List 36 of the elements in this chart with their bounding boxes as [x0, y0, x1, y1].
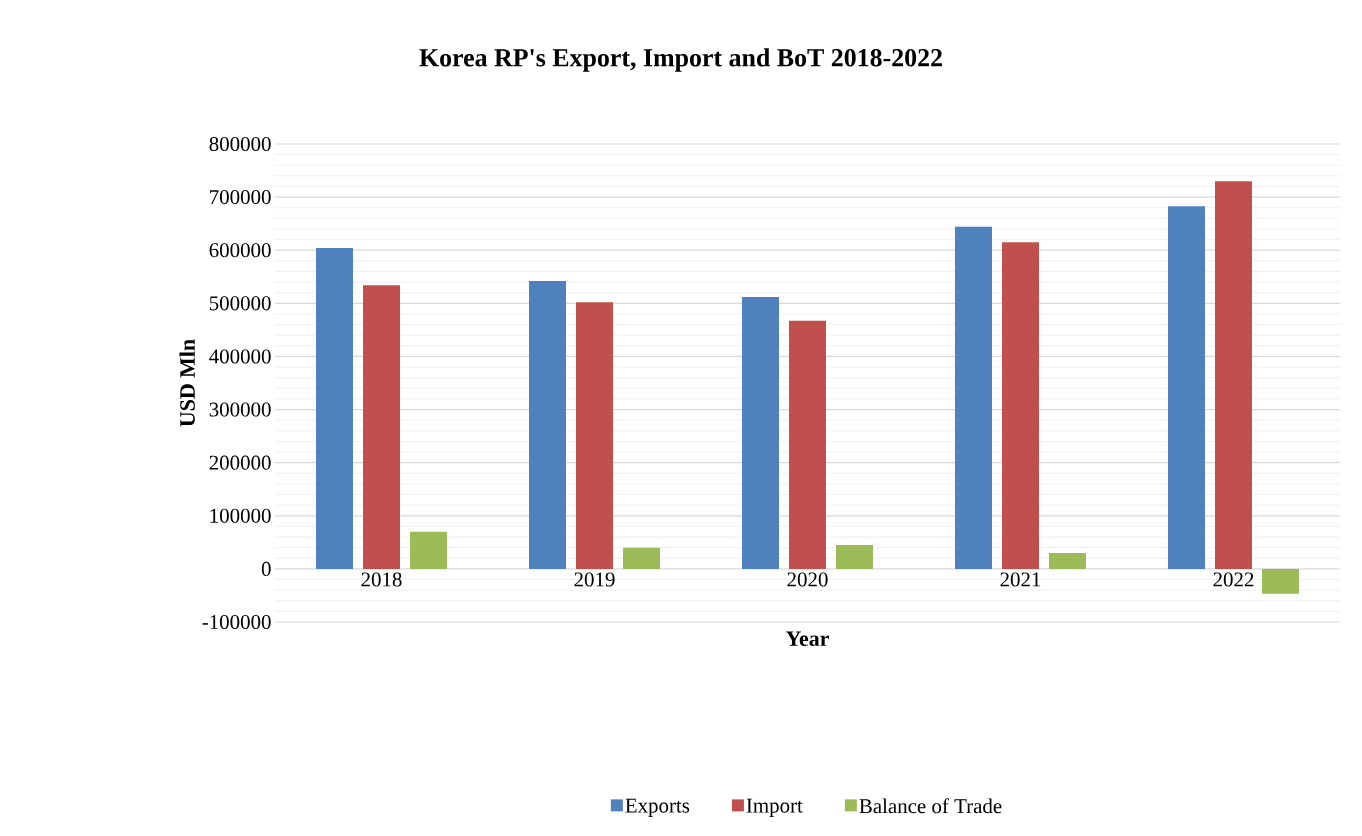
x-axis-title: Year — [785, 631, 829, 647]
bar — [1214, 181, 1252, 569]
legend-label: Balance of Trade — [859, 798, 1002, 814]
bar — [835, 544, 873, 569]
bar — [575, 302, 613, 569]
legend-label: Import — [746, 798, 803, 817]
y-tick-label: 300000 — [209, 402, 271, 417]
x-tick-label: 2020 — [787, 572, 828, 587]
y-tick-label: 700000 — [210, 190, 271, 205]
legend-label: Exports — [625, 798, 690, 817]
bar — [1167, 206, 1205, 569]
y-tick-label: 200000 — [209, 455, 271, 470]
bar — [1001, 242, 1039, 569]
bar — [1048, 552, 1086, 569]
bar — [623, 547, 660, 569]
y-axis-title: USD Mln — [179, 339, 195, 427]
bar — [788, 320, 826, 569]
bar — [741, 296, 779, 569]
x-tick-label: 2018 — [361, 572, 402, 587]
bar — [363, 285, 400, 569]
y-tick-label: 800000 — [209, 136, 271, 152]
y-tick-label: 600000 — [209, 243, 271, 258]
y-tick-label: -100000 — [202, 614, 271, 630]
y-tick-label: 0 — [261, 561, 271, 576]
x-tick-label: 2022 — [1213, 572, 1254, 587]
bar — [316, 248, 353, 569]
x-tick-label: 2019 — [574, 572, 615, 587]
chart-title: Korea RP's Export, Import and BoT 2018-2022 — [419, 48, 942, 72]
bar — [410, 531, 447, 569]
bar — [1261, 568, 1299, 594]
y-tick-label: 500000 — [209, 296, 271, 311]
bar — [528, 281, 566, 569]
bar — [954, 226, 992, 569]
y-tick-label: 100000 — [210, 508, 271, 523]
x-tick-label: 2021 — [1000, 572, 1041, 587]
y-tick-label: 400000 — [209, 349, 271, 364]
